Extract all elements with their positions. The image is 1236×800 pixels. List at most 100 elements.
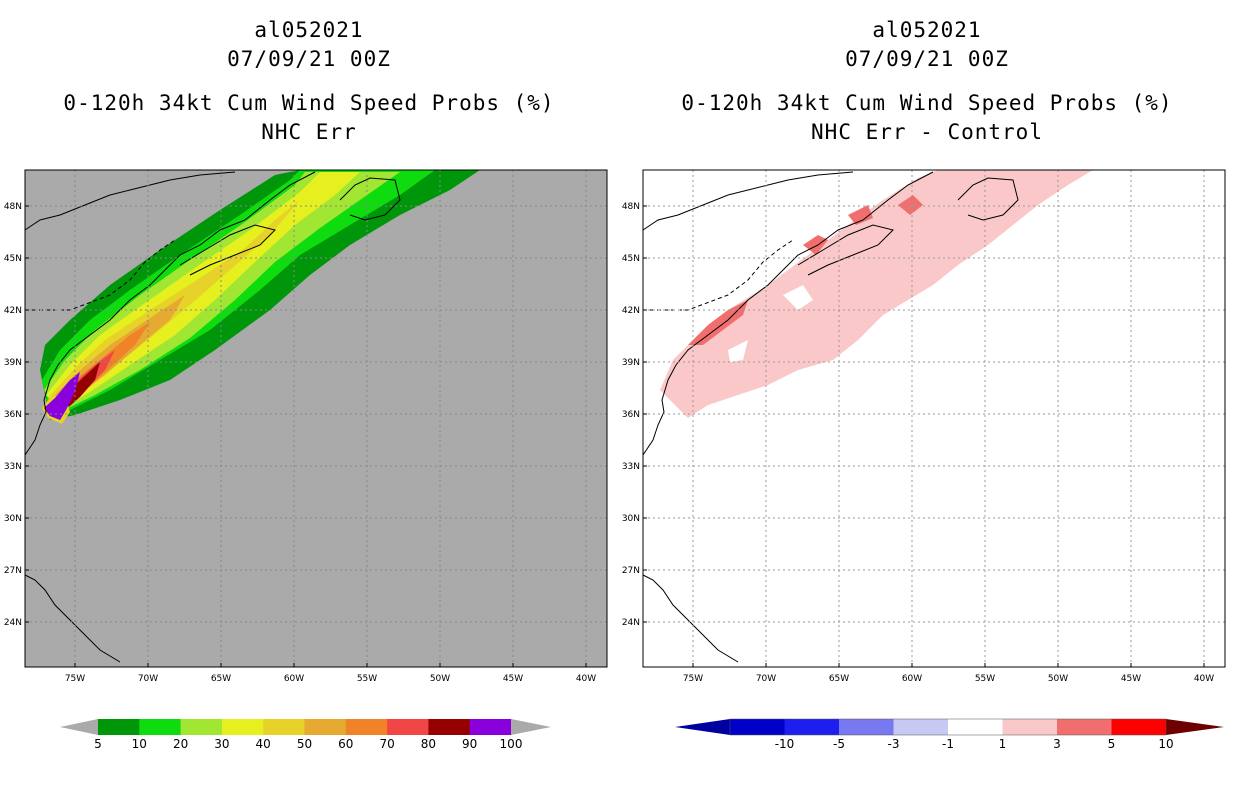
colorbar-swatch xyxy=(893,719,949,735)
lon-label: 65W xyxy=(829,674,849,684)
colorbar-label: 20 xyxy=(173,737,188,751)
right-longitude-labels: 75W 70W 65W 60W 55W 50W 45W 40W xyxy=(683,663,1214,684)
lon-label: 50W xyxy=(430,674,450,684)
lon-label: 55W xyxy=(975,674,995,684)
colorbar-outline xyxy=(729,718,1167,736)
colorbar-swatch xyxy=(1002,719,1058,735)
colorbar-label: 30 xyxy=(214,737,229,751)
lat-label: 36N xyxy=(622,410,640,420)
lat-label: 48N xyxy=(4,202,22,212)
colorbar-label: -3 xyxy=(888,737,900,751)
lat-label: 33N xyxy=(622,462,640,472)
lon-label: 75W xyxy=(65,674,85,684)
lon-label: 45W xyxy=(503,674,523,684)
colorbar-swatch xyxy=(304,719,347,735)
lat-label: 30N xyxy=(622,514,640,524)
lon-label: 65W xyxy=(211,674,231,684)
lat-label: 42N xyxy=(4,306,22,316)
lon-label: 75W xyxy=(683,674,703,684)
colorbar-high-arrow xyxy=(511,719,551,735)
lat-label: 45N xyxy=(622,254,640,264)
right-latitude-labels: 48N 45N 42N 39N 36N 33N 30N 27N 24N xyxy=(622,202,647,628)
lat-label: 24N xyxy=(622,618,640,628)
colorbar-high-arrow xyxy=(1166,719,1224,735)
colorbar-swatch xyxy=(839,719,894,735)
colorbar-swatch xyxy=(345,719,388,735)
colorbar-label: 70 xyxy=(379,737,394,751)
lon-label: 40W xyxy=(1194,674,1214,684)
right-title-run: NHC Err - Control xyxy=(811,120,1043,144)
newfoundland-outline xyxy=(957,177,1019,221)
colorbar-label: 40 xyxy=(256,737,271,751)
colorbar-swatch xyxy=(1057,719,1112,735)
colorbar-label: 10 xyxy=(132,737,147,751)
colorbar-swatch xyxy=(428,719,471,735)
great-lakes-outline xyxy=(24,171,236,231)
lon-label: 50W xyxy=(1048,674,1068,684)
diff-shade-white-gap-2 xyxy=(728,340,748,362)
lat-label: 42N xyxy=(622,306,640,316)
colorbar-swatch xyxy=(139,719,182,735)
colorbar-label: -10 xyxy=(775,737,795,751)
diff-shade-3-to-5-b xyxy=(803,235,828,255)
colorbar-label: 5 xyxy=(1108,737,1116,751)
colorbar-label: 50 xyxy=(297,737,312,751)
colorbar-swatch xyxy=(263,719,305,735)
newfoundland-outline xyxy=(339,177,401,221)
colorbar-swatch xyxy=(730,719,785,735)
lat-label: 36N xyxy=(4,410,22,420)
lon-label: 60W xyxy=(284,674,304,684)
right-map-frame xyxy=(642,169,1226,668)
colorbar-swatch xyxy=(98,719,140,735)
colorbar-label: -1 xyxy=(942,737,954,751)
right-title-date: 07/09/21 00Z xyxy=(845,47,1009,71)
colorbar-swatch xyxy=(221,719,264,735)
nova-scotia-outline xyxy=(179,224,276,276)
left-map-frame xyxy=(24,169,608,668)
left-longitude-labels: 75W 70W 65W 60W 55W 50W 45W 40W xyxy=(65,663,596,684)
lat-label: 24N xyxy=(4,618,22,628)
right-title-storm-id: al052021 xyxy=(872,18,982,42)
diff-shade-3-to-5-d xyxy=(848,205,873,225)
right-title-product: 0-120h 34kt Cum Wind Speed Probs (%) xyxy=(681,91,1173,115)
right-grid xyxy=(643,170,1225,667)
lat-label: 30N xyxy=(4,514,22,524)
right-map-panel: al052021 07/09/21 00Z 0-120h 34kt Cum Wi… xyxy=(618,0,1236,800)
right-difference-map: 48N 45N 42N 39N 36N 33N 30N 27N 24N 75W 70W 65W 60W… xyxy=(622,169,1226,751)
colorbar-label: 5 xyxy=(94,737,102,751)
colorbar-swatch xyxy=(948,719,1003,735)
florida-bahamas-coast xyxy=(642,574,739,663)
left-grid xyxy=(25,170,607,667)
colorbar-label: 3 xyxy=(1053,737,1061,751)
colorbar-low-arrow xyxy=(60,719,98,735)
lat-label: 27N xyxy=(4,566,22,576)
colorbar-swatch xyxy=(387,719,429,735)
lat-label: 48N xyxy=(622,202,640,212)
lon-label: 70W xyxy=(138,674,158,684)
colorbar-label: 100 xyxy=(500,737,523,751)
florida-bahamas-coast xyxy=(24,574,121,663)
great-lakes-outline xyxy=(642,171,854,231)
colorbar-label: 10 xyxy=(1158,737,1173,751)
lat-label: 33N xyxy=(4,462,22,472)
left-colorbar: 5 10 20 30 40 50 60 70 80 90 100 xyxy=(60,719,551,751)
lat-label: 39N xyxy=(622,358,640,368)
lon-label: 45W xyxy=(1121,674,1141,684)
right-colorbar: -10 -5 -3 -1 1 3 5 10 xyxy=(675,718,1224,751)
left-map-panel: al052021 07/09/21 00Z 0-120h 34kt Cum Wi… xyxy=(4,18,608,751)
lon-label: 40W xyxy=(576,674,596,684)
left-title-storm-id: al052021 xyxy=(254,18,364,42)
colorbar-swatch xyxy=(180,719,223,735)
colorbar-swatch xyxy=(469,719,512,735)
lat-label: 27N xyxy=(622,566,640,576)
diff-shade-3-to-5-c xyxy=(898,195,923,215)
lat-label: 39N xyxy=(4,358,22,368)
lon-label: 60W xyxy=(902,674,922,684)
colorbar-swatch xyxy=(784,719,840,735)
colorbar-label: 60 xyxy=(338,737,353,751)
colorbar-low-arrow xyxy=(675,719,730,735)
left-probability-map: 48N 45N 42N 39N 36N 33N 30N 27N 24N 75W 70W 65W 60W… xyxy=(4,169,608,751)
lon-label: 55W xyxy=(357,674,377,684)
left-probability-shading xyxy=(40,170,480,424)
left-latitude-labels: 48N 45N 42N 39N 36N 33N 30N 27N 24N xyxy=(4,202,29,628)
